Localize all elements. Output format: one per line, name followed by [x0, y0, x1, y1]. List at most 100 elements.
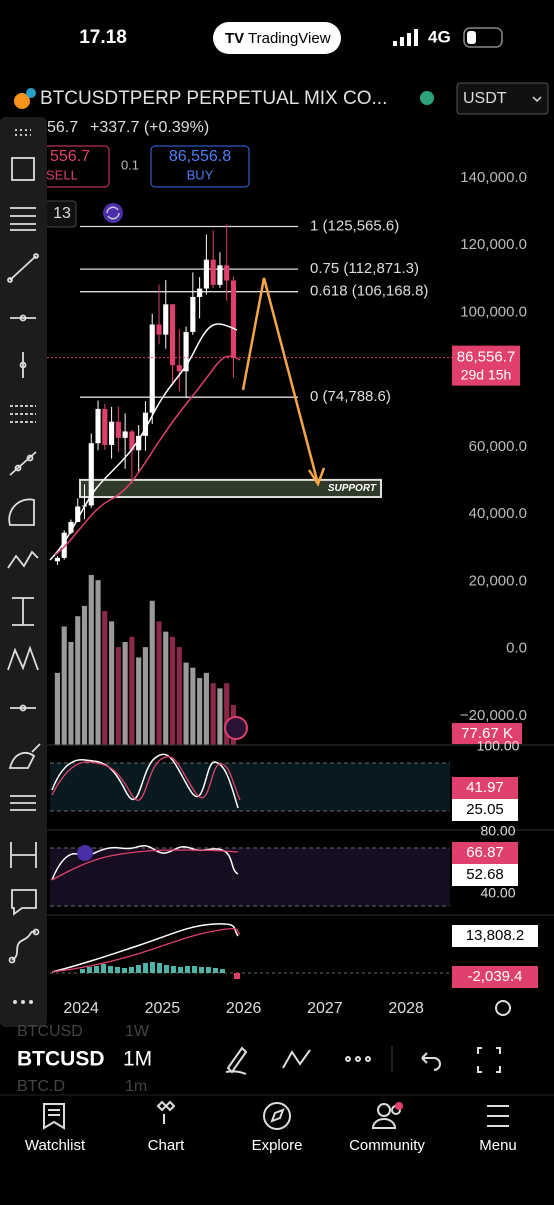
clock: 17.18: [79, 27, 127, 48]
candle-body: [230, 280, 237, 358]
tab-label[interactable]: Chart: [148, 1137, 186, 1154]
macd-hist-last: [234, 973, 240, 979]
candle-body: [95, 408, 101, 444]
toolbar-icons: [7, 129, 41, 964]
drawing-toolbar: [0, 117, 47, 1027]
last-price-box: [452, 345, 520, 386]
macd-hist-box: [452, 966, 538, 988]
volume-bar: [81, 605, 88, 745]
prev-interval: 1W: [125, 1023, 150, 1040]
app-pill: [213, 22, 341, 54]
stoch-d-box: [452, 799, 518, 821]
volume-bar: [190, 667, 196, 745]
app-logo: TV: [225, 30, 244, 47]
rsi-band: [50, 848, 450, 906]
prev-symbol: BTCUSD: [17, 1023, 83, 1040]
y-tick-label: −20,000.0: [460, 707, 527, 724]
projection-arrowhead: [307, 467, 326, 487]
y-tick-label: 40,000.0: [469, 505, 527, 522]
tab-label[interactable]: Watchlist: [25, 1137, 86, 1154]
legend-last: 56.7: [47, 119, 78, 136]
volume-bar: [136, 657, 142, 745]
x-tick-label: 2028: [388, 1000, 424, 1017]
volume-bar: [197, 678, 203, 745]
settings-icon: [495, 1000, 511, 1016]
y-tick-label: 0.0: [506, 640, 527, 657]
countdown: 29d 15h: [461, 366, 512, 382]
volume-bar: [149, 600, 155, 745]
sell-label: SELL: [46, 167, 78, 182]
bottom-tools[interactable]: [225, 1046, 501, 1075]
x-tick-label: 2025: [145, 1000, 181, 1017]
volume-bar: [115, 647, 121, 745]
currency-select[interactable]: [456, 82, 549, 115]
candle-body: [149, 324, 155, 413]
candle-body: [210, 259, 216, 285]
volume-bar: [61, 626, 67, 745]
btc-icon: [14, 93, 30, 109]
volume-bar: [142, 647, 149, 745]
replay-icon[interactable]: [103, 203, 123, 223]
projection-path: [241, 277, 320, 485]
candle-body: [68, 521, 74, 533]
battery: [463, 27, 503, 48]
candle-body: [54, 557, 60, 562]
candle-body: [197, 288, 203, 297]
volume-label: 77.67 K: [461, 725, 513, 742]
candle-body: [224, 265, 230, 281]
volume-label-box: [452, 723, 522, 744]
tab-label[interactable]: Explore: [252, 1137, 303, 1154]
candle-body: [156, 324, 162, 335]
network: 4G: [428, 27, 451, 46]
volume-bar: [163, 631, 169, 745]
volume-bar: [122, 641, 128, 745]
buy-button[interactable]: [150, 145, 250, 188]
interval[interactable]: 1M: [123, 1048, 152, 1071]
stoch-d-value: 25.05: [466, 801, 504, 818]
more-tools[interactable]: [13, 1000, 33, 1004]
candle-body: [142, 412, 149, 436]
volume-bar: [109, 621, 115, 745]
stoch-d: [51, 756, 241, 801]
candle-body: [217, 265, 223, 285]
macd-line: [51, 923, 239, 973]
candle-body: [163, 304, 169, 335]
symbol-title[interactable]: BTCUSDTPERP PERPETUAL MIX CO...: [40, 88, 387, 109]
support-zone: [79, 478, 382, 499]
volume-bar: [224, 683, 230, 745]
y-tick-label: 140,000.0: [460, 169, 527, 186]
next-interval: 1m: [125, 1078, 147, 1095]
tab-label[interactable]: Menu: [479, 1137, 517, 1154]
volume-bar: [129, 636, 135, 745]
candle-body: [115, 421, 121, 438]
replay-glyph: [106, 206, 120, 220]
macd-histogram: [80, 962, 225, 973]
macd-signal: [51, 928, 241, 973]
y-tick-label: 100,000.0: [460, 303, 527, 320]
buy-price: 86,556.8: [169, 148, 231, 165]
fib-label: 0 (74,788.6): [310, 388, 391, 405]
rsi-ma: [51, 849, 239, 881]
candle-body: [169, 304, 176, 366]
y-tick-label: 120,000.0: [460, 236, 527, 253]
stoch-top: 100.00: [477, 738, 520, 754]
rsi-ma-value: 52.68: [466, 866, 504, 883]
replay-marker: [77, 845, 93, 861]
quantity: 0.1: [121, 157, 139, 172]
y-tick-label: 20,000.0: [469, 572, 527, 589]
rsi-value-box: [452, 842, 518, 864]
symbol[interactable]: BTCUSD: [17, 1048, 105, 1071]
counter: 13: [53, 205, 71, 222]
alert-icon: [224, 716, 248, 740]
tab-label[interactable]: Community: [349, 1137, 425, 1154]
battery-level: [467, 31, 476, 44]
candle-body: [61, 532, 67, 558]
market-status: [420, 91, 434, 105]
x-tick-label: 2024: [63, 1000, 99, 1017]
macd-value: 13,808.2: [466, 927, 524, 944]
stoch-k-box: [452, 777, 518, 799]
volume-bar: [68, 641, 74, 745]
volume-bar: [217, 688, 223, 745]
candle-body: [136, 435, 142, 451]
